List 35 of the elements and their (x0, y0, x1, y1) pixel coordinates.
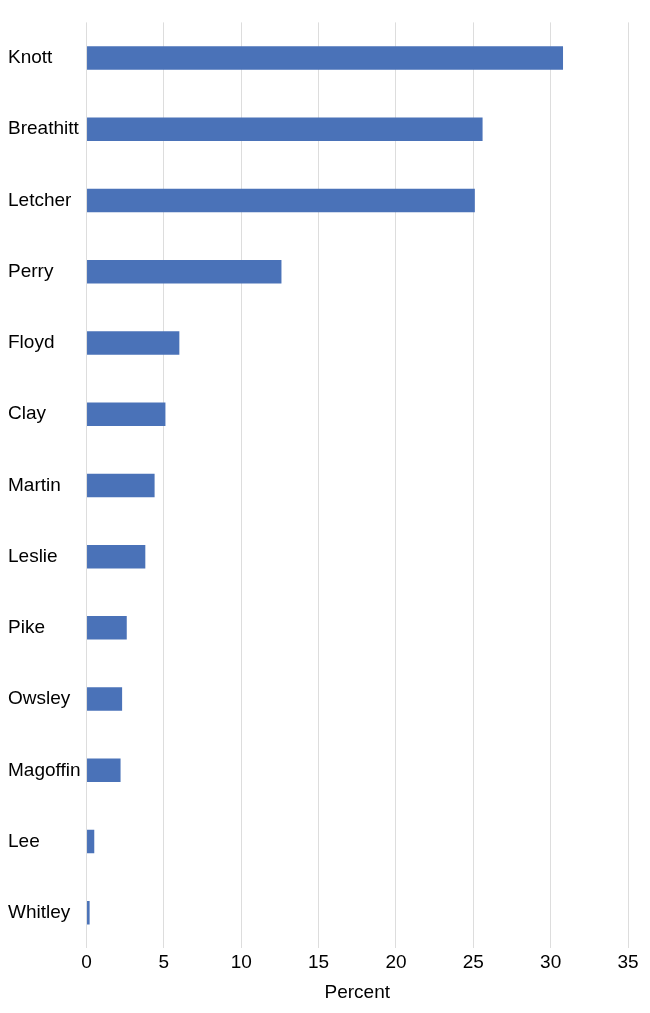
bar (87, 544, 146, 569)
x-tick-label: 10 (230, 951, 252, 973)
x-tick-label: 0 (81, 951, 92, 973)
y-tick-label: Magoffin (8, 758, 81, 780)
y-tick-label: Floyd (8, 331, 55, 353)
bar (87, 402, 166, 426)
x-tick-label: 5 (158, 951, 170, 973)
bar (87, 117, 483, 141)
y-tick-label: Lee (8, 829, 40, 851)
bar (87, 901, 90, 925)
bar (87, 331, 180, 355)
x-tick-label: 15 (308, 951, 330, 973)
y-tick-label: Martin (8, 473, 61, 495)
x-axis-title: Percent (324, 980, 391, 1002)
x-tick-label: 35 (617, 951, 639, 973)
x-tick-label: 25 (462, 951, 484, 973)
bar (87, 473, 155, 498)
y-tick-label: Breathitt (8, 117, 80, 139)
bar (87, 758, 121, 783)
x-tick-label: 20 (385, 951, 407, 973)
bar (87, 829, 95, 854)
y-tick-label: Leslie (8, 544, 58, 566)
y-tick-label: Clay (8, 402, 47, 424)
bar (87, 188, 475, 213)
y-tick-label: Letcher (8, 188, 73, 210)
bar (87, 616, 127, 640)
y-tick-label: Knott (8, 46, 54, 68)
bar (87, 687, 123, 711)
bar (87, 46, 564, 70)
y-tick-label: Owsley (8, 687, 71, 709)
y-tick-label: Whitley (8, 901, 71, 923)
y-tick-label: Perry (8, 259, 54, 281)
y-tick-label: Pike (8, 616, 45, 638)
bar (87, 259, 282, 284)
x-tick-label: 30 (540, 951, 562, 973)
